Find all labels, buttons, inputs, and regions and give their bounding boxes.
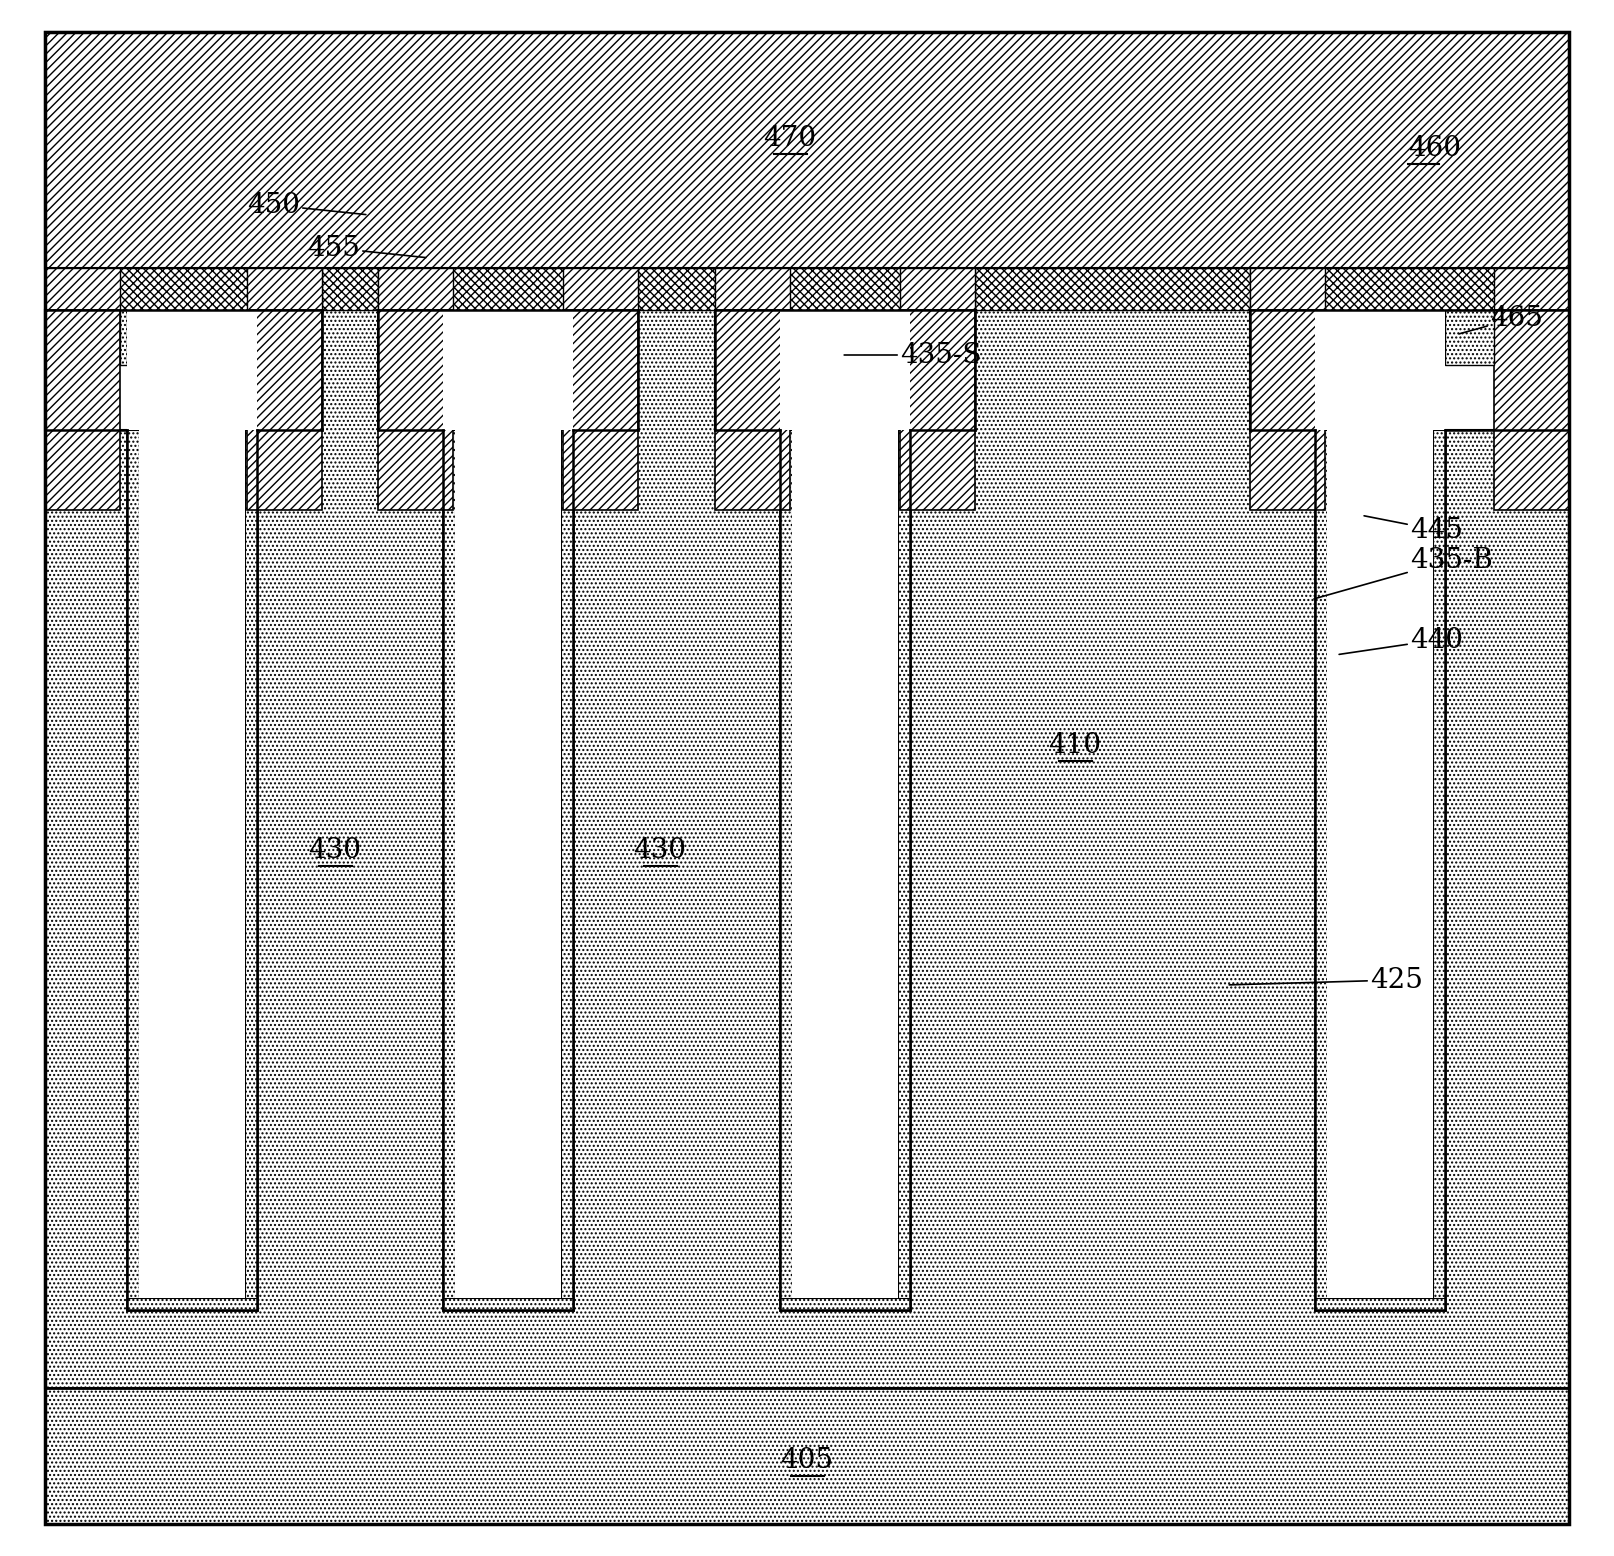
Text: 405: 405 (781, 1447, 833, 1474)
Bar (1315, 1298, 1445, 1310)
Text: 435-B: 435-B (1314, 546, 1493, 599)
Bar (128, 310, 257, 429)
Bar (128, 429, 139, 1310)
Bar (563, 268, 638, 350)
Text: 430: 430 (308, 837, 362, 864)
Bar (780, 1298, 910, 1310)
Bar (442, 310, 573, 429)
Bar (715, 268, 789, 350)
Bar (128, 1298, 257, 1310)
Bar (442, 429, 573, 1310)
Bar (378, 268, 454, 350)
Bar (780, 429, 792, 1310)
Bar (1315, 310, 1445, 429)
Bar (45, 268, 323, 350)
Bar (247, 268, 323, 350)
Bar (378, 310, 454, 510)
Bar (792, 429, 897, 1298)
Text: 470: 470 (763, 124, 817, 151)
Text: 465: 465 (1459, 305, 1543, 335)
Text: 460: 460 (1407, 134, 1461, 162)
Bar (378, 268, 638, 350)
Bar (45, 1388, 1569, 1523)
Bar (45, 310, 1569, 1388)
Bar (1249, 268, 1569, 350)
Text: 440: 440 (1340, 627, 1462, 655)
Bar (1495, 268, 1569, 350)
Bar (1433, 429, 1445, 1310)
Bar (1249, 310, 1569, 429)
Bar (901, 310, 975, 510)
Bar (442, 429, 455, 1310)
Bar (897, 429, 910, 1310)
Bar (119, 310, 128, 366)
Text: 410: 410 (1049, 731, 1102, 758)
Bar (562, 429, 573, 1310)
Bar (378, 310, 638, 429)
Bar (1445, 310, 1495, 366)
Bar (1315, 429, 1327, 1310)
Bar (901, 268, 975, 350)
Bar (1495, 310, 1569, 510)
Bar (1327, 429, 1433, 1298)
Bar (1249, 268, 1325, 350)
Bar (45, 33, 1569, 268)
Bar (715, 310, 789, 510)
Bar (45, 268, 119, 350)
Bar (780, 429, 910, 1310)
Bar (563, 310, 638, 510)
Bar (139, 429, 245, 1298)
Text: 430: 430 (634, 837, 686, 864)
Text: 445: 445 (1364, 515, 1462, 543)
Bar (1249, 310, 1325, 510)
Bar (45, 268, 1569, 310)
Bar (455, 429, 562, 1298)
Bar (442, 1298, 573, 1310)
Bar (45, 310, 323, 429)
Bar (715, 268, 975, 350)
Bar (245, 429, 257, 1310)
Text: 435-S: 435-S (844, 341, 981, 369)
Bar (780, 310, 910, 429)
Text: 425: 425 (1230, 966, 1424, 993)
Bar (1315, 429, 1445, 1310)
Text: 450: 450 (247, 191, 366, 218)
Bar (128, 429, 257, 1310)
Bar (715, 310, 975, 429)
Text: 455: 455 (307, 235, 426, 261)
Bar (247, 310, 323, 510)
Bar (45, 310, 119, 510)
